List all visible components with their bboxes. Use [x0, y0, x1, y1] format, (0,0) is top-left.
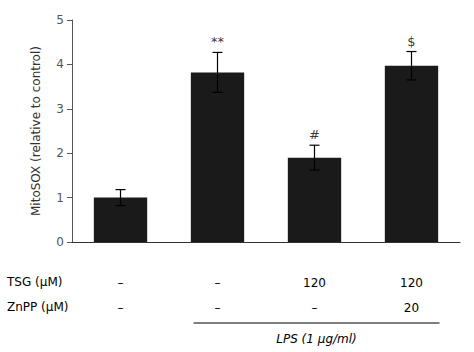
svg-text:120: 120 — [400, 276, 423, 290]
svg-text:LPS (1 μg/ml): LPS (1 μg/ml) — [276, 332, 356, 346]
svg-text:MitoSOX (relative to control): MitoSOX (relative to control) — [29, 46, 43, 216]
svg-text:$: $ — [407, 34, 415, 49]
svg-text:–: – — [215, 301, 221, 315]
svg-text:1: 1 — [56, 191, 64, 205]
svg-text:0: 0 — [56, 235, 64, 249]
svg-text:3: 3 — [56, 102, 64, 116]
svg-text:–: – — [118, 301, 124, 315]
svg-text:#: # — [309, 127, 320, 142]
svg-text:20: 20 — [404, 301, 419, 315]
svg-text:–: – — [312, 301, 318, 315]
svg-text:TSG (μM): TSG (μM) — [6, 275, 62, 289]
svg-text:**: ** — [211, 34, 225, 49]
svg-text:–: – — [118, 276, 124, 290]
svg-text:5: 5 — [56, 13, 64, 27]
svg-text:4: 4 — [56, 57, 64, 71]
svg-text:120: 120 — [303, 276, 326, 290]
svg-text:2: 2 — [56, 146, 64, 160]
svg-text:–: – — [215, 276, 221, 290]
svg-text:ZnPP (μM): ZnPP (μM) — [7, 300, 68, 314]
